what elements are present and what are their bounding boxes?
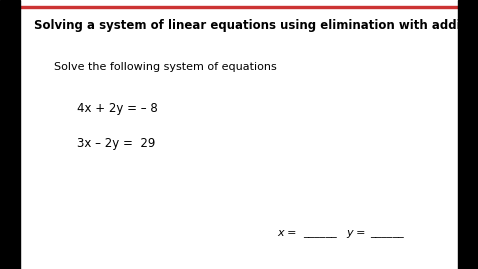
Text: x =: x = [277,228,300,238]
Bar [458,0,478,269]
Text: y =: y = [347,228,369,238]
Text: ______: ______ [370,228,404,238]
Text: 4x + 2y = – 8: 4x + 2y = – 8 [77,102,158,115]
Text: 3x – 2y =  29: 3x – 2y = 29 [77,137,156,150]
Bar [20,6,458,8]
Text: Solving a system of linear equations using elimination with addition: Solving a system of linear equations usi… [34,19,478,32]
Bar [0,0,20,269]
Text: ______: ______ [304,228,337,238]
Text: Solve the following system of equations: Solve the following system of equations [54,62,276,72]
